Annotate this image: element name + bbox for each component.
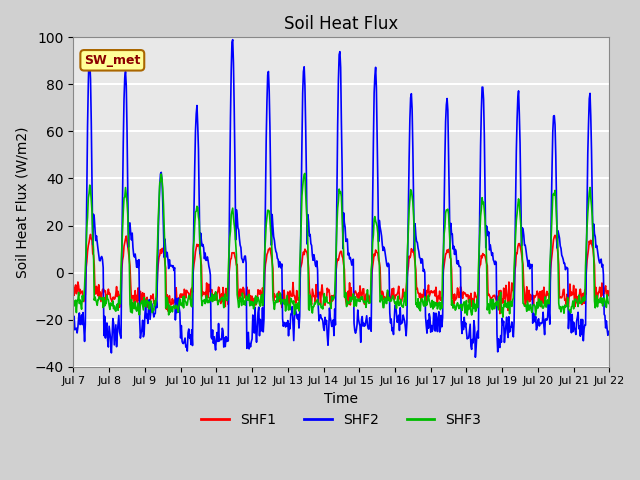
SHF3 [189,269,196,275]
SHF1 [422,300,430,305]
SHF2 [134,264,142,270]
SHF3 [605,300,612,306]
Line: SHF3: SHF3 [74,173,609,317]
SHF3 [70,302,77,308]
SHF3 [217,296,225,302]
Y-axis label: Soil Heat Flux (W/m2): Soil Heat Flux (W/m2) [15,126,29,278]
SHF1 [86,231,94,237]
SHF1 [605,293,612,299]
SHF3 [301,170,308,176]
Text: SW_met: SW_met [84,54,141,67]
SHF2 [229,37,237,43]
SHF2 [217,336,225,342]
X-axis label: Time: Time [324,392,358,406]
SHF2 [79,310,87,315]
SHF3 [134,300,142,306]
SHF3 [79,298,87,304]
Legend: SHF1, SHF2, SHF3: SHF1, SHF2, SHF3 [196,407,487,432]
SHF2 [70,327,77,333]
SHF2 [407,95,415,101]
SHF3 [422,299,430,305]
Line: SHF1: SHF1 [74,234,609,313]
SHF1 [70,286,77,291]
SHF3 [407,187,415,192]
SHF2 [189,343,196,348]
SHF1 [135,297,143,303]
Line: SHF2: SHF2 [74,40,609,357]
SHF1 [407,253,415,259]
SHF1 [496,311,504,316]
Title: Soil Heat Flux: Soil Heat Flux [284,15,399,33]
SHF1 [189,268,197,274]
SHF1 [79,298,87,303]
SHF1 [218,291,225,297]
SHF2 [422,323,430,328]
SHF2 [472,354,479,360]
SHF2 [605,329,612,335]
SHF3 [499,314,507,320]
